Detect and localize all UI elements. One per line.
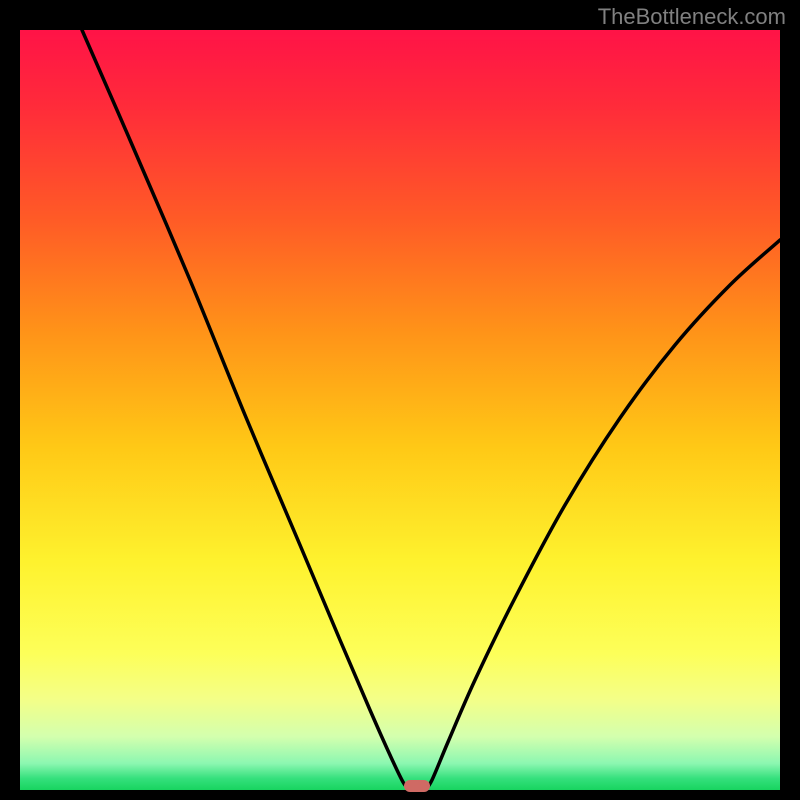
bottleneck-curve [20,30,780,790]
plot-area [20,30,780,790]
curve-right-branch [425,240,780,790]
optimum-marker-shape [404,780,430,792]
chart-container: TheBottleneck.com [0,0,800,800]
optimum-marker [404,780,430,792]
watermark-text: TheBottleneck.com [598,4,786,30]
curve-left-branch [82,30,410,790]
